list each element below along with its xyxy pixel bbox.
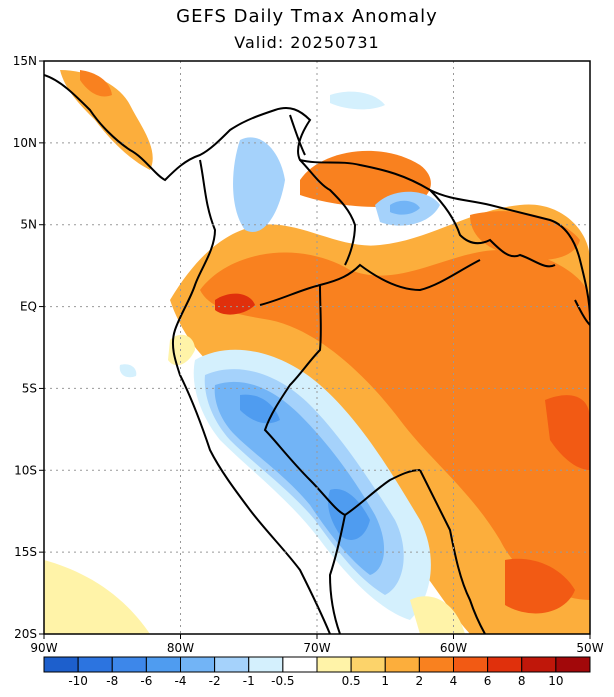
speckle-caribbean <box>330 91 385 110</box>
orange-core <box>200 250 590 600</box>
lon-label: 50W <box>576 641 603 655</box>
cool-venezuela-core <box>390 200 420 215</box>
colorbar-label: -1 <box>243 674 255 688</box>
colorbar-swatch <box>453 656 489 673</box>
colorbar-label: 0.5 <box>342 674 361 688</box>
map-title: GEFS Daily Tmax Anomaly <box>176 6 438 27</box>
border-peru-brazil <box>263 284 421 517</box>
colorbar-swatch <box>77 656 113 673</box>
warm-central-america <box>60 70 153 170</box>
colorbar-label: 4 <box>450 674 458 688</box>
pale-yellow-pacific <box>44 560 150 634</box>
colorbar: -10 -8 -6 -4 -2 -1 -0.5 0.5 1 2 4 6 8 10 <box>43 656 591 688</box>
colorbar-swatch <box>145 656 181 673</box>
colorbar-swatch <box>487 656 523 673</box>
border-colombia-venezuela <box>299 159 357 266</box>
colorbar-swatch <box>180 656 216 673</box>
pale-fringe-south <box>410 596 465 634</box>
lat-label: 5N <box>20 218 37 232</box>
coastlines <box>44 74 590 634</box>
cool-colombia <box>233 137 285 232</box>
colorbar-label: -4 <box>175 674 187 688</box>
lon-label: 80W <box>167 641 194 655</box>
lon-label: 90W <box>30 641 57 655</box>
colorbar-label: -10 <box>68 674 88 688</box>
colorbar-label: -8 <box>106 674 118 688</box>
lat-label: 20S <box>14 627 37 641</box>
border-guianas <box>429 189 556 268</box>
lat-label: 15N <box>13 54 37 68</box>
lon-label: 60W <box>440 641 467 655</box>
amazon-mouth <box>574 299 590 326</box>
lon-label: 70W <box>303 641 330 655</box>
colorbar-label: -2 <box>209 674 221 688</box>
border-peru-bolivia <box>328 514 346 634</box>
colorbar-swatch <box>111 656 147 673</box>
caribbean-coast <box>44 74 590 321</box>
lake-maracaibo <box>289 114 306 156</box>
lat-label: 5S <box>22 381 37 395</box>
colorbar-swatch <box>248 656 284 673</box>
colorbar-label: -6 <box>140 674 152 688</box>
colorbar-swatch <box>384 656 420 673</box>
border-colombia-peru <box>259 259 481 306</box>
colorbar-label: 6 <box>484 674 492 688</box>
colorbar-swatch <box>214 656 250 673</box>
colorbar-label: 2 <box>416 674 424 688</box>
colorbar-label: 10 <box>548 674 563 688</box>
graticule <box>44 61 590 634</box>
red-southeast <box>505 558 575 614</box>
lat-label: 10N <box>13 136 37 150</box>
red-ecuador <box>215 293 255 315</box>
colorbar-swatch <box>282 656 318 673</box>
colorbar-swatch <box>418 656 454 673</box>
colorbar-swatch <box>316 656 352 673</box>
red-east <box>545 395 590 470</box>
pacific-coast <box>171 159 331 634</box>
cool-deep <box>328 489 370 540</box>
speckle-pacific <box>119 364 137 378</box>
lat-label: EQ <box>20 300 37 314</box>
colorbar-label: 8 <box>518 674 526 688</box>
colorbar-swatch <box>555 656 591 673</box>
anomaly-field <box>44 70 590 634</box>
border-bolivia-brazil <box>419 469 486 634</box>
colorbar-label: -0.5 <box>271 674 294 688</box>
lat-label: 15S <box>14 545 37 559</box>
colorbar-swatch <box>521 656 557 673</box>
colorbar-label: 1 <box>381 674 389 688</box>
valid-date: Valid: 20250731 <box>234 33 380 52</box>
colorbar-swatch <box>43 656 79 673</box>
orange-central-america <box>80 70 112 97</box>
colorbar-swatch <box>350 656 386 673</box>
lat-label: 10S <box>14 463 37 477</box>
